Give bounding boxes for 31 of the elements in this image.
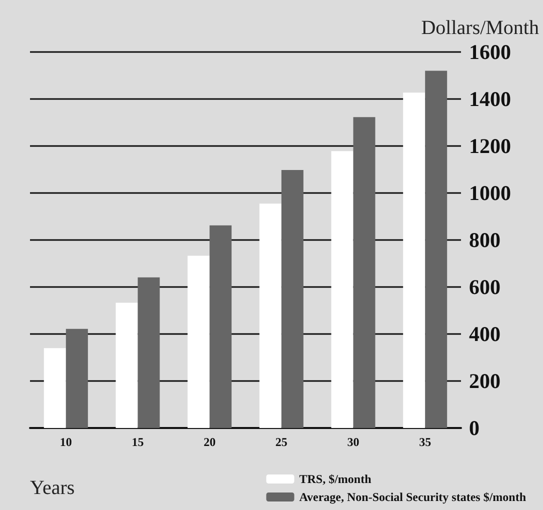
x-tick-label: 15	[132, 435, 144, 449]
y-tick-label: 0	[469, 416, 480, 440]
y-tick-label: 800	[469, 228, 500, 252]
bar	[281, 170, 304, 428]
y-tick-label: 1400	[469, 87, 511, 111]
bar	[188, 256, 210, 428]
legend-label: TRS, $/month	[299, 472, 372, 486]
bar	[403, 92, 426, 428]
y-tick-label: 400	[469, 322, 500, 346]
y-tick-label: 200	[469, 369, 500, 393]
bar	[353, 117, 376, 428]
y-tick-label: 1000	[469, 181, 511, 205]
x-tick-label: 20	[204, 435, 216, 449]
x-tick-label: 30	[347, 435, 360, 449]
y-tick-label: 1600	[469, 40, 511, 64]
x-tick-label: 35	[419, 435, 432, 449]
x-axis-title: Years	[30, 477, 75, 499]
x-tick-label: 25	[275, 435, 288, 449]
y-axis-title: Dollars/Month	[421, 17, 539, 39]
x-tick-label: 10	[60, 435, 72, 449]
bar	[116, 302, 138, 428]
bar	[425, 70, 448, 428]
y-tick-label: 1200	[469, 134, 511, 158]
bar	[44, 348, 66, 428]
legend-label: Average, Non-Social Security states $/month	[299, 490, 526, 504]
bar	[66, 328, 88, 428]
bar	[331, 151, 354, 428]
bar	[138, 277, 160, 428]
y-tick-label: 600	[469, 275, 500, 299]
bar	[259, 204, 282, 428]
bar	[210, 225, 232, 428]
